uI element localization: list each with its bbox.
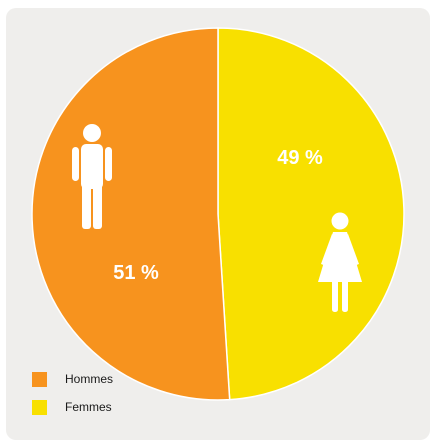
legend-swatch-femmes <box>32 399 47 415</box>
man-icon <box>72 124 112 229</box>
pie-chart: 51 % 49 % <box>31 27 405 401</box>
pie-slice-hommes <box>31 27 231 401</box>
legend-item-femmes: Femmes <box>32 398 113 416</box>
value-label-femmes: 49 % <box>277 147 323 169</box>
legend: Hommes Femmes <box>32 370 113 426</box>
legend-label-hommes: Hommes <box>65 372 114 386</box>
woman-icon <box>318 212 362 312</box>
chart-card: 51 % 49 % Hommes Femmes <box>6 8 430 440</box>
legend-item-hommes: Hommes <box>32 370 113 388</box>
legend-swatch-hommes <box>32 371 47 387</box>
value-label-hommes: 51 % <box>113 262 159 284</box>
legend-label-femmes: Femmes <box>65 400 112 414</box>
pie-slice-femmes <box>217 27 405 401</box>
